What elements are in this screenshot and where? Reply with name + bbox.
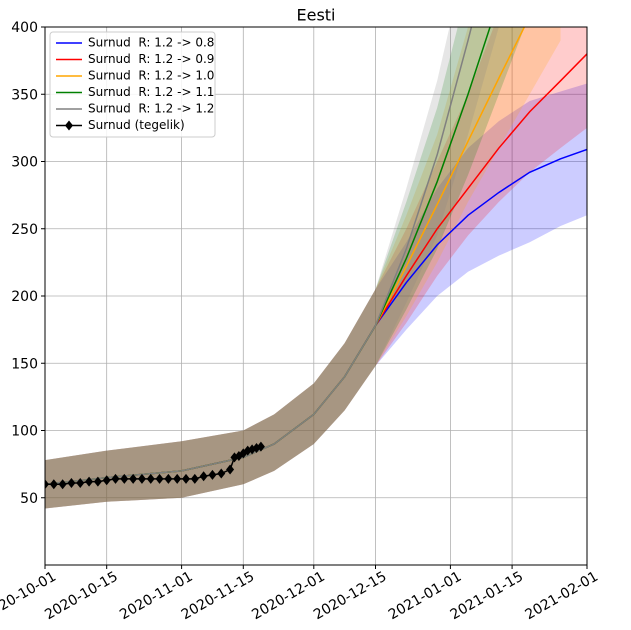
confidence-band [45, 27, 525, 509]
confidence-band [45, 83, 587, 509]
observed-marker [182, 473, 191, 484]
legend-label: Surnud R: 1.2 -> 0.8 [88, 36, 214, 50]
legend-label: Surnud R: 1.2 -> 1.1 [88, 85, 214, 99]
confidence-band [45, 27, 499, 509]
observed-marker [146, 473, 155, 484]
legend-box [49, 31, 216, 138]
series-line [45, 27, 473, 486]
observed-marker [129, 473, 138, 484]
observed-marker [217, 468, 226, 479]
legend-label: Surnud R: 1.2 -> 1.0 [88, 69, 214, 83]
observed-marker [76, 477, 85, 488]
observed-marker [256, 441, 265, 452]
y-tick-label: 50 [20, 491, 38, 507]
confidence-band [45, 27, 561, 509]
y-tick-label: 250 [11, 222, 38, 238]
observed-marker [67, 477, 76, 488]
observed-marker [190, 473, 199, 484]
observed-marker [164, 473, 173, 484]
legend-marker [65, 120, 73, 131]
y-tick-label: 400 [11, 20, 38, 36]
observed-marker [45, 479, 49, 490]
observed-marker [155, 473, 164, 484]
plot-area [45, 27, 587, 509]
observed-marker [49, 479, 58, 490]
observed-marker [137, 473, 146, 484]
legend-label: Surnud (tegelik) [88, 118, 185, 132]
observed-marker [58, 479, 67, 490]
observed-marker [102, 475, 111, 486]
observed-marker [173, 473, 182, 484]
observed-marker [111, 473, 120, 484]
y-tick-label: 300 [11, 155, 38, 171]
confidence-band [45, 27, 587, 509]
observed-marker [199, 471, 208, 482]
observed-marker [208, 469, 217, 480]
legend-label: Surnud R: 1.2 -> 0.9 [88, 52, 214, 66]
observed-marker [93, 476, 102, 487]
legend: Surnud R: 1.2 -> 0.8 Surnud R: 1.2 -> 0.9… [49, 31, 216, 138]
observed-marker [120, 473, 129, 484]
observed-marker [85, 476, 94, 487]
chart-title: Eesti [296, 6, 335, 25]
y-tick-label: 350 [11, 87, 38, 103]
observed-marker [226, 464, 235, 475]
y-tick-label: 200 [11, 289, 38, 305]
legend-label: Surnud R: 1.2 -> 1.2 [88, 102, 214, 116]
y-tick-label: 150 [11, 356, 38, 372]
y-tick-label: 100 [11, 424, 38, 440]
